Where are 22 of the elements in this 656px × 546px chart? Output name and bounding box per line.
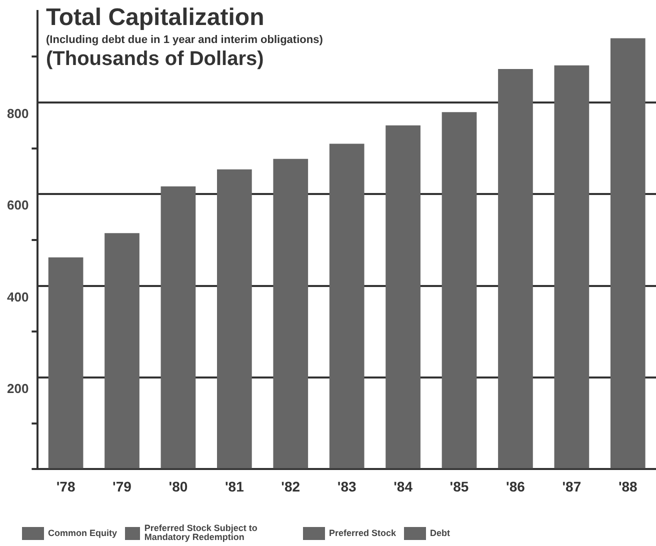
- x-tick-label: '88: [618, 478, 638, 494]
- y-tick-label: 800: [6, 106, 29, 122]
- text: (Including debt due in 1 year and interim obligations): [46, 34, 323, 46]
- y-tick-label: 200: [6, 381, 29, 396]
- text: Common Equity: [48, 528, 117, 538]
- x-tick-label: '84: [394, 478, 413, 494]
- x-tick-label: '83: [337, 478, 357, 494]
- y-axis-title: (Thousands of Dollars): [46, 48, 265, 71]
- y-tick-label: 400: [6, 289, 29, 304]
- x-tick-label: '86: [506, 478, 526, 494]
- y-tick-label: 600: [6, 198, 29, 213]
- text: Debt: [430, 528, 450, 538]
- text: Preferred Stock Subject to Mandatory Redemption: [144, 523, 258, 543]
- chart-title: Total Capitalization: [46, 4, 266, 32]
- x-tick-label: '80: [168, 478, 188, 494]
- text: Preferred Stock: [329, 528, 396, 538]
- x-tick-label: '87: [562, 478, 582, 494]
- x-tick-label: '79: [112, 478, 132, 494]
- x-tick-label: '78: [56, 478, 76, 494]
- x-tick-label: '85: [450, 478, 469, 494]
- x-tick-label: '81: [224, 478, 244, 494]
- x-tick-label: '82: [281, 478, 300, 494]
